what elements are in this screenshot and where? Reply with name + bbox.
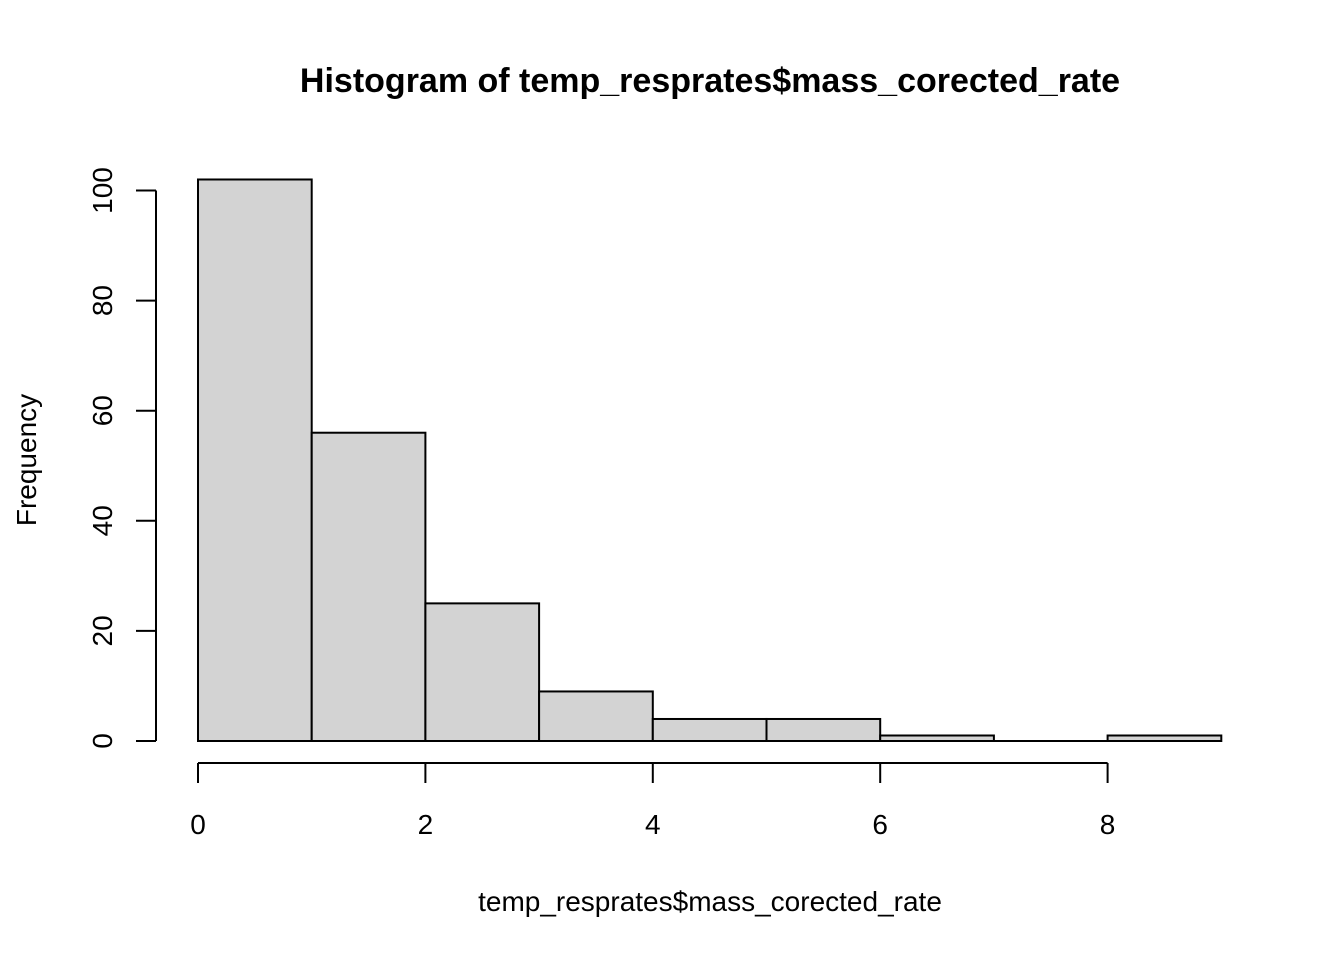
chart-title: Histogram of temp_resprates$mass_corecte… <box>300 62 1120 100</box>
histogram-bar-0 <box>197 178 313 743</box>
histogram-bar-6 <box>879 734 995 742</box>
y-tick-label-5: 100 <box>87 167 118 214</box>
y-axis-label: Frequency <box>11 394 42 526</box>
x-tick-label-4: 8 <box>1100 809 1116 840</box>
y-axis: 0 20 40 60 80 100 <box>87 167 157 749</box>
histogram-bar-2 <box>424 602 541 742</box>
x-tick-label-0: 0 <box>190 809 206 840</box>
x-axis: 0 2 4 6 8 <box>190 762 1116 840</box>
y-tick-label-1: 20 <box>87 615 118 646</box>
histogram-bar-3 <box>538 690 654 743</box>
x-axis-label: temp_resprates$mass_corected_rate <box>478 886 942 917</box>
histogram-bar-1 <box>310 431 427 742</box>
bars-group <box>197 178 1223 743</box>
x-tick-label-1: 2 <box>418 809 434 840</box>
histogram-bar-5 <box>765 717 882 742</box>
y-tick-label-0: 0 <box>87 733 118 749</box>
x-tick-label-2: 4 <box>645 809 661 840</box>
histogram-bar-8 <box>1106 734 1223 742</box>
histogram-bar-4 <box>651 717 768 742</box>
x-tick-label-3: 6 <box>872 809 888 840</box>
y-tick-label-3: 60 <box>87 395 118 426</box>
y-tick-label-4: 80 <box>87 285 118 316</box>
y-tick-label-2: 40 <box>87 505 118 536</box>
